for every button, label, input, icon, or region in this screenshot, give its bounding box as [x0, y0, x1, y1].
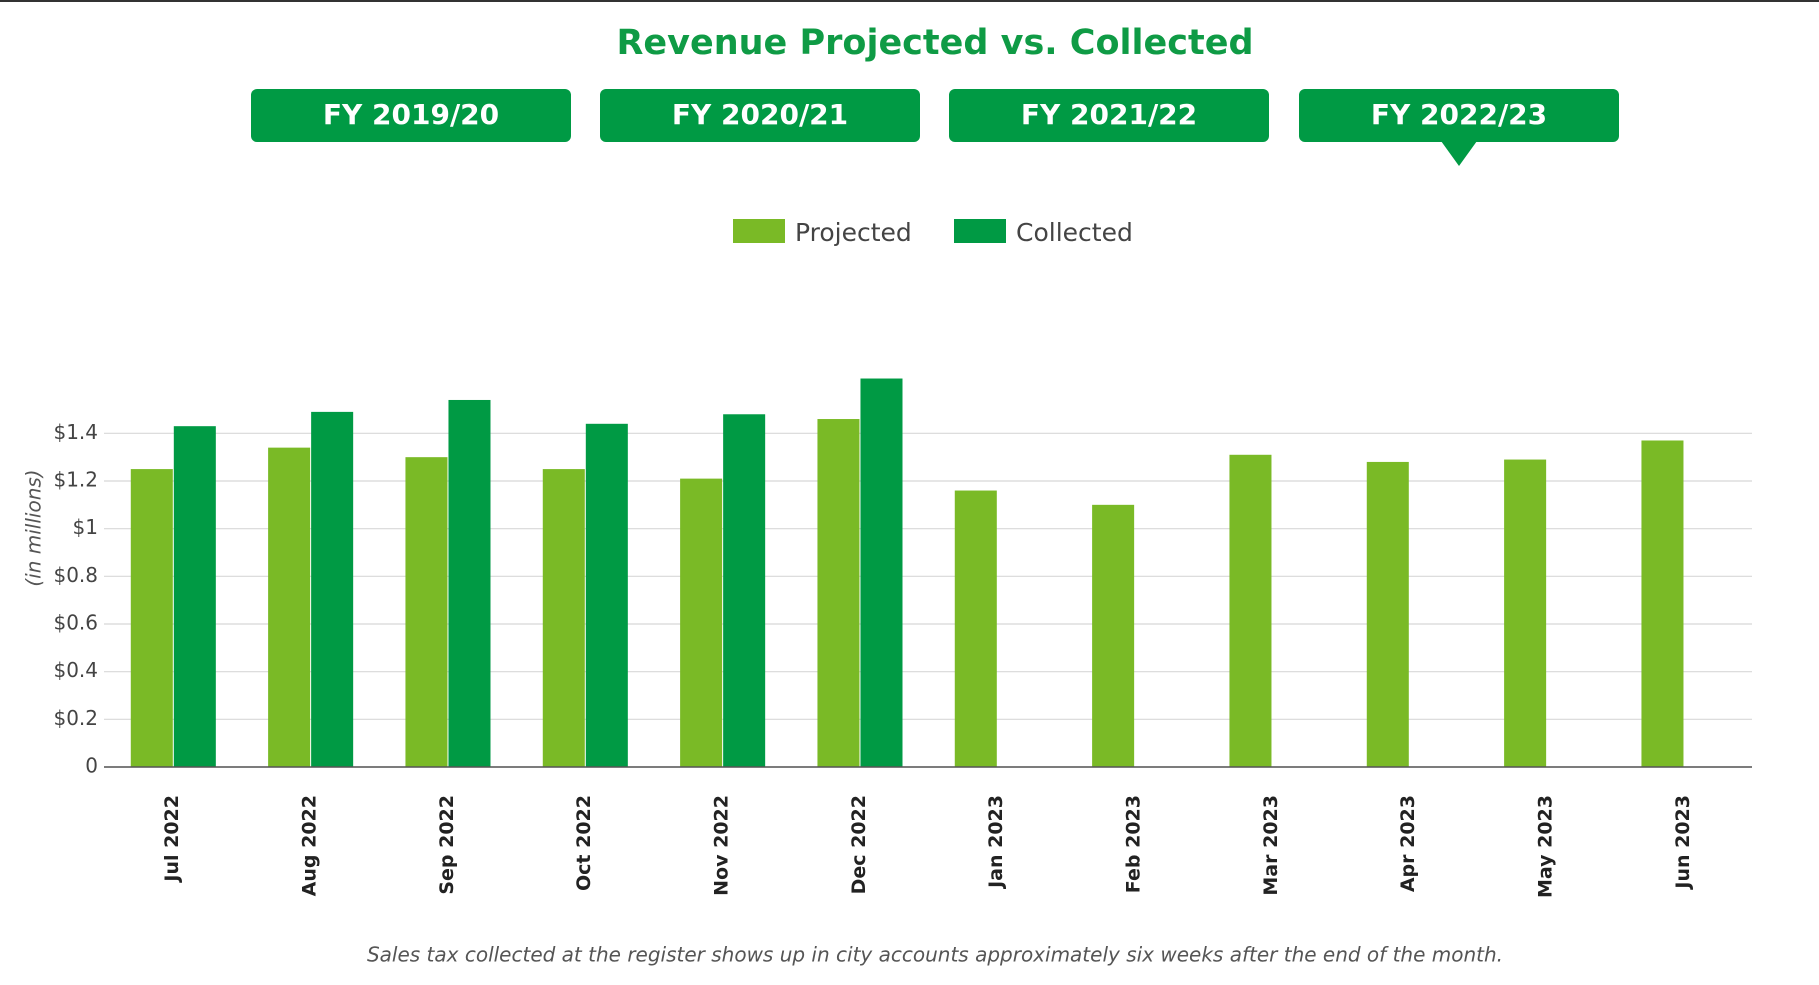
- y-tick-label: $0.4: [53, 658, 98, 682]
- bar: [405, 457, 448, 767]
- bar: [542, 469, 585, 767]
- x-tick-label: Jul 2022: [161, 795, 183, 884]
- x-tick-label: Dec 2022: [848, 795, 870, 894]
- bar: [1366, 461, 1409, 767]
- y-tick-label: $1.4: [53, 420, 98, 444]
- bar: [311, 411, 354, 767]
- x-tick-label: Apr 2023: [1397, 795, 1419, 892]
- tab[interactable]: [600, 89, 920, 142]
- bar: [448, 399, 491, 767]
- footnote: Sales tax collected at the register show…: [367, 943, 1503, 967]
- bar: [130, 469, 173, 767]
- legend-swatch: [733, 219, 785, 243]
- tab[interactable]: [949, 89, 1269, 142]
- legend-swatch: [954, 219, 1006, 243]
- y-tick-label: $1: [73, 515, 98, 539]
- bar: [268, 447, 311, 767]
- legend-label: Projected: [795, 218, 912, 247]
- tab[interactable]: [1299, 89, 1619, 142]
- y-axis-label: (in millions): [22, 469, 46, 586]
- tab-label[interactable]: FY 2019/20: [323, 98, 499, 131]
- y-tick-label: $0.2: [53, 706, 98, 730]
- tab-label[interactable]: FY 2022/23: [1371, 98, 1547, 131]
- y-tick-label: 0: [85, 754, 98, 778]
- tab-label[interactable]: FY 2020/21: [672, 98, 848, 131]
- bar: [860, 378, 903, 767]
- bar: [585, 423, 628, 767]
- legend-label: Collected: [1016, 218, 1133, 247]
- y-tick-label: $1.2: [53, 468, 98, 492]
- x-tick-label: Oct 2022: [573, 795, 595, 891]
- y-tick-label: $0.8: [53, 563, 98, 587]
- bar: [1504, 459, 1547, 767]
- x-tick-label: May 2023: [1535, 795, 1557, 898]
- x-tick-label: Jun 2023: [1672, 795, 1694, 891]
- x-tick-label: Sep 2022: [436, 795, 458, 895]
- bar: [954, 490, 997, 767]
- tab-pointer: [1441, 141, 1477, 166]
- bar: [817, 419, 860, 767]
- x-tick-label: Nov 2022: [711, 795, 733, 896]
- x-tick-label: Aug 2022: [299, 795, 321, 896]
- x-tick-label: Jan 2023: [985, 795, 1007, 890]
- tab-label[interactable]: FY 2021/22: [1021, 98, 1197, 131]
- bar: [723, 414, 766, 767]
- chart-title: Revenue Projected vs. Collected: [616, 23, 1253, 63]
- bar: [1229, 454, 1272, 767]
- bar: [1641, 440, 1684, 767]
- tab[interactable]: [251, 89, 571, 142]
- bar: [1092, 504, 1135, 767]
- x-tick-label: Mar 2023: [1260, 795, 1282, 896]
- bar: [680, 478, 723, 767]
- y-tick-label: $0.6: [53, 611, 98, 635]
- bar: [173, 426, 216, 767]
- x-tick-label: Feb 2023: [1123, 795, 1145, 893]
